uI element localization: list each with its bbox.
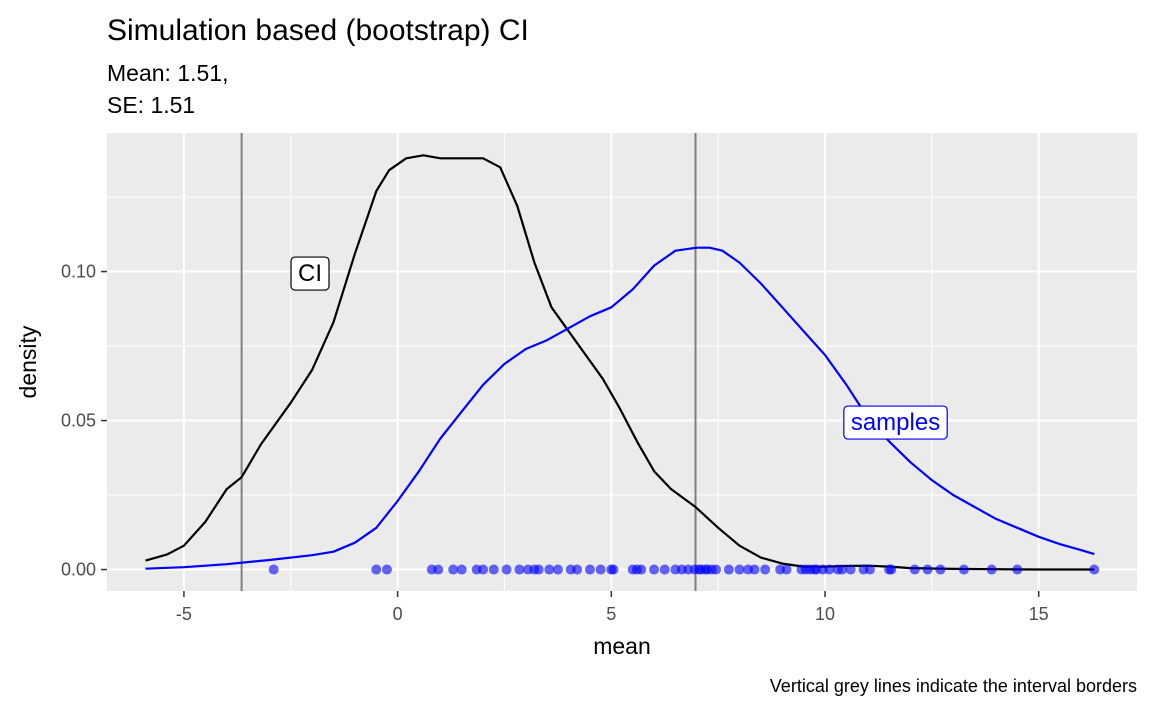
sample-point: [864, 564, 875, 575]
sample-point: [371, 564, 382, 575]
y-tick-label: 0.00: [61, 560, 96, 580]
sample-point: [760, 564, 771, 575]
sample-point: [478, 564, 489, 575]
y-tick-label: 0.05: [61, 411, 96, 431]
chart-subtitle-line-1: Mean: 1.51,: [107, 60, 228, 86]
sample-point: [1012, 564, 1023, 575]
sample-point: [1089, 564, 1100, 575]
sample-point: [845, 564, 856, 575]
x-axis-title: mean: [593, 633, 651, 659]
x-tick-label: -5: [176, 604, 192, 624]
sample-point: [935, 564, 946, 575]
sample-point: [958, 564, 969, 575]
density-line-samples: [145, 246, 1095, 570]
chart-subtitle-line-2: SE: 1.51: [107, 92, 195, 118]
x-tick-label: 10: [815, 604, 835, 624]
sample-point: [501, 564, 512, 575]
sample-point: [781, 564, 792, 575]
series-label-text: samples: [851, 409, 940, 436]
sample-point: [595, 564, 606, 575]
sample-point: [381, 564, 392, 575]
series-label-box: [290, 256, 330, 291]
series-label-text: CI: [298, 260, 322, 287]
sample-point: [711, 564, 722, 575]
series-label-box: [843, 405, 948, 440]
sample-point: [922, 564, 933, 575]
sample-point: [837, 564, 848, 575]
sample-point: [268, 564, 279, 575]
series-label-CI: CI: [290, 256, 330, 291]
sample-point: [533, 564, 544, 575]
sample-point: [659, 564, 670, 575]
sample-point: [749, 564, 760, 575]
sample-point: [886, 564, 897, 575]
chart-caption: Vertical grey lines indicate the interva…: [770, 676, 1137, 696]
sample-point: [552, 564, 563, 575]
sample-point: [824, 564, 835, 575]
sample-point: [488, 564, 499, 575]
sample-point: [544, 564, 555, 575]
sample-point: [572, 564, 583, 575]
sample-point: [433, 564, 444, 575]
sample-point: [448, 564, 459, 575]
sample-point: [456, 564, 467, 575]
sample-point: [608, 564, 619, 575]
sample-point: [734, 564, 745, 575]
sample-point: [723, 564, 734, 575]
sample-point: [649, 564, 660, 575]
plot-panel: [107, 133, 1137, 591]
sample-points: [268, 564, 1100, 575]
sample-point: [584, 564, 595, 575]
sample-point: [514, 564, 525, 575]
sample-point: [636, 564, 647, 575]
sample-point: [909, 564, 920, 575]
y-tick-label: 0.10: [61, 262, 96, 282]
x-tick-label: 0: [393, 604, 403, 624]
panel-background: [107, 133, 1137, 591]
y-axis-title: density: [15, 325, 41, 398]
x-tick-label: 15: [1029, 604, 1049, 624]
chart-title: Simulation based (bootstrap) CI: [107, 14, 529, 47]
series-labels: CI samples: [290, 256, 948, 440]
sample-point: [986, 564, 997, 575]
interval-border-lines: [240, 133, 697, 591]
x-tick-label: 5: [606, 604, 616, 624]
axes: -5 0 5 10 15 0.00 0.05 0.10: [61, 262, 1049, 624]
series-label-samples: samples: [843, 405, 948, 440]
